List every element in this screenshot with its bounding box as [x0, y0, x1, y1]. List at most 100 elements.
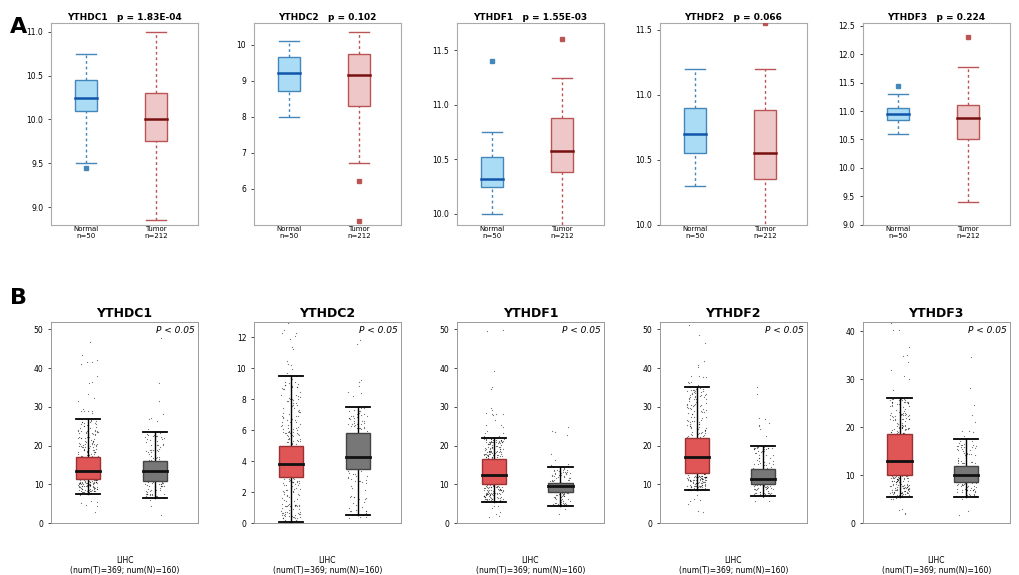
Point: [150, 446, 166, 455]
Point: [79, 450, 96, 459]
Point: [273, 444, 289, 454]
Point: [888, 469, 904, 478]
Point: [148, 431, 164, 440]
Point: [891, 470, 907, 480]
Point: [88, 459, 104, 468]
Point: [892, 470, 908, 480]
Point: [900, 374, 916, 384]
Point: [746, 489, 762, 498]
Point: [75, 445, 92, 454]
Point: [69, 460, 86, 469]
Point: [556, 498, 573, 507]
Point: [140, 430, 156, 439]
Point: [891, 466, 907, 475]
Point: [681, 439, 697, 448]
Point: [84, 467, 100, 476]
Point: [282, 518, 299, 527]
Point: [488, 447, 504, 456]
Point: [894, 476, 910, 485]
Text: P < 0.05: P < 0.05: [156, 325, 195, 335]
Point: [149, 491, 165, 500]
Point: [146, 465, 162, 474]
Point: [89, 454, 105, 463]
Point: [898, 438, 914, 447]
Point: [281, 297, 298, 306]
Point: [549, 501, 566, 510]
Point: [351, 452, 367, 461]
Point: [75, 470, 92, 479]
Point: [899, 477, 915, 486]
Point: [353, 467, 369, 476]
Bar: [145, 93, 167, 141]
Point: [151, 397, 167, 406]
Point: [894, 428, 910, 437]
Point: [955, 459, 971, 468]
Point: [290, 430, 307, 439]
Point: [82, 485, 98, 494]
Point: [880, 488, 897, 497]
Point: [686, 400, 702, 409]
Point: [694, 372, 710, 381]
Point: [692, 484, 708, 493]
Point: [761, 474, 777, 483]
Point: [352, 456, 368, 465]
Point: [86, 484, 102, 493]
Point: [889, 480, 905, 489]
Point: [686, 481, 702, 490]
Point: [488, 490, 504, 499]
Point: [280, 470, 297, 480]
Point: [746, 448, 762, 457]
Point: [484, 453, 500, 462]
Point: [358, 443, 374, 453]
Point: [476, 496, 492, 505]
Point: [957, 480, 973, 489]
Point: [476, 470, 492, 480]
Point: [959, 482, 975, 491]
Point: [896, 416, 912, 426]
Point: [896, 458, 912, 467]
Point: [559, 486, 576, 495]
Point: [75, 463, 92, 472]
Point: [71, 467, 88, 476]
Point: [554, 499, 571, 508]
Point: [900, 440, 916, 449]
Point: [542, 487, 558, 496]
Point: [341, 492, 358, 501]
Point: [75, 472, 92, 481]
Point: [884, 442, 901, 451]
Point: [560, 478, 577, 488]
Point: [889, 465, 905, 474]
Point: [751, 472, 767, 481]
Point: [484, 405, 500, 415]
Point: [694, 431, 710, 440]
Point: [150, 457, 166, 466]
Point: [679, 473, 695, 482]
Point: [479, 478, 495, 487]
Point: [147, 428, 163, 438]
Point: [695, 448, 711, 457]
Point: [484, 442, 500, 451]
Point: [75, 467, 92, 477]
Point: [486, 460, 502, 469]
Point: [892, 450, 908, 459]
Point: [693, 447, 709, 457]
Point: [491, 472, 507, 481]
Point: [883, 440, 900, 450]
Point: [689, 424, 705, 434]
Point: [542, 476, 558, 485]
Point: [153, 432, 169, 442]
Point: [543, 427, 559, 436]
Point: [888, 475, 904, 484]
Point: [559, 473, 576, 482]
Point: [494, 457, 511, 466]
Point: [688, 448, 704, 457]
Point: [84, 440, 100, 449]
Bar: [277, 58, 300, 91]
Point: [356, 458, 372, 467]
Point: [287, 500, 304, 509]
Point: [882, 434, 899, 443]
Point: [679, 402, 695, 412]
Point: [900, 483, 916, 492]
Point: [688, 448, 704, 457]
Point: [747, 448, 763, 457]
